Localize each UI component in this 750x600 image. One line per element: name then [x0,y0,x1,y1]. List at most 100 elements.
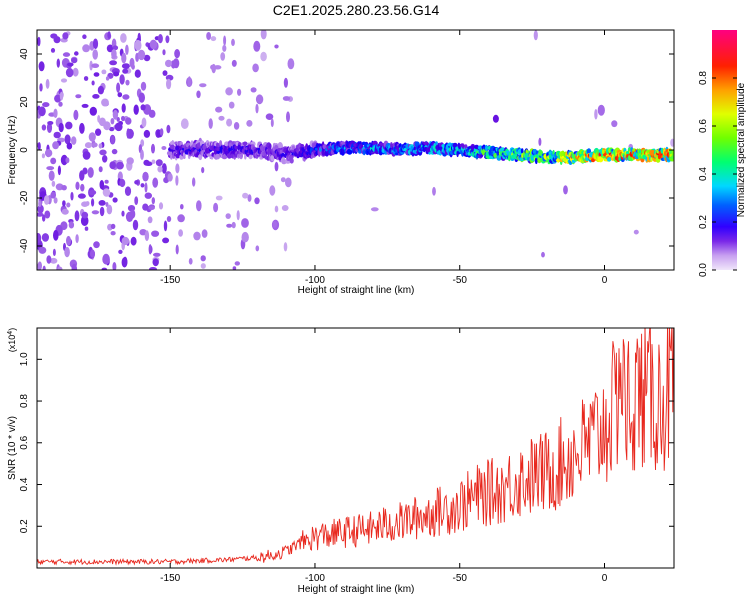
heatmap-cell [270,118,274,128]
heatmap-cell [225,213,231,220]
heatmap-cell [99,180,105,190]
heatmap-cell [71,136,77,145]
heatmap-cell [541,251,545,258]
heatmap-cell [50,33,58,39]
heatmap-y-axis: -40 -20 0 20 40 [19,48,674,253]
heatmap-cell [124,186,132,196]
heatmap-cell [44,149,53,158]
heatmap-cell [45,78,50,89]
heatmap-cell [144,230,150,242]
heatmap-cell [65,121,73,130]
x-tick-label: -100 [305,573,325,584]
heatmap-cell [105,76,110,81]
heatmap-cell [129,209,136,219]
heatmap-cell [138,92,145,103]
heatmap-cell [110,118,115,125]
heatmap-cell [143,159,150,166]
heatmap-cell [125,44,129,55]
heatmap-cell [56,58,60,68]
heatmap-cell [155,159,163,167]
heatmap-cell [46,122,53,133]
heatmap-cell [563,185,568,195]
heatmap-cell [286,111,290,123]
heatmap-cell [196,90,201,99]
heatmap-cell [133,104,139,115]
heatmap-cell [161,146,167,150]
heatmap-cell [38,246,47,254]
heatmap-cell [242,141,248,146]
heatmap-cell [39,83,43,92]
heatmap-cell [62,52,71,57]
heatmap-cell [148,109,156,118]
heatmap-cell [240,153,244,158]
heatmap-cell [81,103,89,108]
heatmap-cell [247,194,252,202]
heatmap-cell [121,115,125,122]
heatmap-cell [287,58,295,70]
heatmap-cell [52,248,56,256]
heatmap-cell [179,141,183,146]
heatmap-cell [110,231,116,236]
snr-y-label: SNR (10 * v/v) [7,416,18,480]
heatmap-cell [130,236,137,246]
heatmap-cell [250,87,257,93]
heatmap-cell [61,208,69,215]
heatmap-cell [66,202,71,208]
heatmap-cell [597,156,604,163]
heatmap-cell [152,258,159,267]
heatmap-y-label: Frequency (Hz) [7,116,18,185]
heatmap-cell [206,32,212,40]
heatmap-cell [62,32,69,40]
heatmap-cell [219,140,223,146]
heatmap-cell [215,106,223,113]
heatmap-cell [244,153,247,160]
heatmap-cell [93,72,100,77]
heatmap-cell [533,30,538,41]
heatmap-cell [42,214,46,222]
heatmap-cell [520,148,524,154]
heatmap-cell [141,117,147,128]
heatmap-cell [111,49,117,59]
heatmap-cell [114,122,123,132]
heatmap-cell [64,246,70,258]
heatmap-cell [165,59,172,68]
heatmap-cell [75,94,82,99]
heatmap-cell [62,200,66,207]
heatmap-cell [49,257,58,264]
heatmap-cell [137,49,146,61]
snr-plot-area [37,328,674,568]
heatmap-cell [198,153,203,161]
heatmap-cell [71,57,78,64]
heatmap-cell [91,63,100,68]
heatmap-cell [129,57,135,68]
x-tick-label: -150 [160,275,180,286]
heatmap-cell [134,39,142,51]
heatmap-cell [632,148,636,152]
colorbar-tick-label: 0.0 [698,263,709,277]
heatmap-cell [148,244,152,255]
heatmap-cell [218,115,225,121]
heatmap-cell [215,195,223,201]
heatmap-cell [98,200,106,206]
heatmap-cell [285,177,292,188]
heatmap-cell [225,87,233,96]
heatmap-cell [53,197,58,204]
heatmap-cell [594,109,598,120]
heatmap-cell [71,263,78,270]
heatmap-cell [60,154,68,166]
heatmap-cell [220,52,226,61]
heatmap-cell [42,265,46,270]
heatmap-cell [265,113,274,120]
heatmap-cell [246,120,253,127]
heatmap-cell [58,101,63,107]
heatmap-cell [132,219,139,231]
x-tick-label: -100 [305,275,325,286]
heatmap-cell [112,109,119,120]
heatmap-cell [158,202,164,210]
heatmap-cell [90,249,95,258]
heatmap-cell [538,137,542,146]
heatmap-cell [75,181,80,190]
heatmap-cell [81,211,89,219]
heatmap-cell [126,157,134,165]
heatmap-cell [142,203,149,211]
